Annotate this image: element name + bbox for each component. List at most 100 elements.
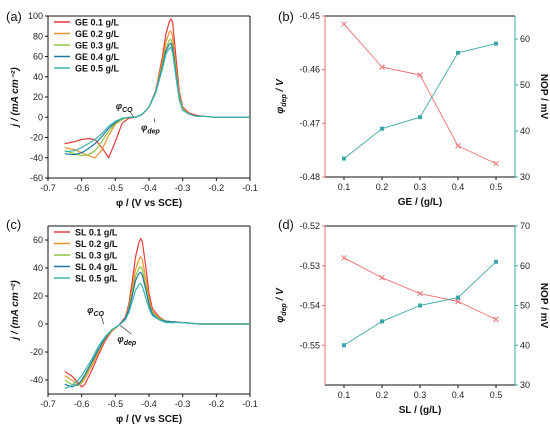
y-tick-label: -0.46	[299, 65, 320, 75]
panel-b: 0.1 0.2 0.3 0.4 0.5 -0.48 -0.47 -0.46 -0.45 GE / …	[275, 9, 549, 208]
panel-a: -0.7 -0.6 -0.5 -0.4 -0.3 -0.2 -0.1 -60 -40 -20 0 20…	[6, 9, 258, 209]
x-tick-label: -0.3	[175, 183, 191, 193]
series-line-left	[343, 257, 497, 320]
y-right-axis-label: NOP / mV	[538, 283, 549, 329]
data-point-x-marker	[341, 254, 347, 261]
x-tick-label: 0.4	[452, 182, 465, 192]
y-tick-label: -20	[30, 133, 43, 143]
series-line-ge-0-5-g-l	[64, 46, 250, 153]
data-point-square-marker	[380, 319, 384, 324]
y-right-tick-label: 50	[520, 301, 530, 311]
data-point-x-marker	[455, 143, 461, 149]
y-tick-label: -0.47	[299, 118, 320, 128]
data-point-square-marker	[456, 295, 460, 300]
legend-entry: GE 0.3 g/L	[75, 41, 120, 51]
x-tick-label: 0.5	[490, 182, 503, 192]
x-tick-label: -0.2	[209, 183, 225, 193]
legend-entry: SL 0.4 g/L	[75, 262, 118, 272]
y-tick-label: -0.52	[299, 221, 320, 231]
y-right-tick-label: 70	[520, 221, 530, 231]
y-tick-label: 0	[38, 112, 43, 122]
y-tick-label: 60	[33, 235, 43, 245]
y-tick-label: 0	[38, 319, 43, 329]
panel-label: (a)	[6, 9, 22, 24]
annotation-label: φCO	[87, 305, 104, 318]
panel-label: (c)	[6, 217, 21, 232]
panel-label: (d)	[278, 217, 294, 232]
y-tick-label: -40	[30, 153, 43, 163]
annotation-arrow	[100, 314, 104, 325]
y-axis-label: φdep / V	[275, 78, 288, 114]
y-axis-label: j / (mA cm⁻²)	[10, 280, 21, 342]
y-right-tick-label: 30	[520, 172, 530, 182]
data-point-square-marker	[418, 303, 422, 308]
x-axis-label: SL / (g/L)	[399, 405, 442, 416]
x-tick-label: -0.3	[175, 399, 191, 409]
x-tick-label: -0.4	[141, 399, 157, 409]
data-point-x-marker	[493, 160, 499, 167]
x-tick-label: 0.4	[452, 390, 465, 400]
annotation-label: φCO	[116, 101, 133, 114]
y-tick-label: -0.55	[299, 340, 320, 350]
y-right-tick-label: 50	[520, 80, 530, 90]
y-tick-label: -0.48	[299, 172, 320, 182]
x-tick-label: -0.6	[74, 399, 90, 409]
data-point-square-marker	[456, 50, 460, 55]
x-tick-label: 0.2	[376, 182, 389, 192]
annotation-arrow	[153, 118, 156, 123]
x-tick-label: -0.4	[141, 183, 157, 193]
y-axis-label: j / (mA cm⁻²)	[10, 67, 21, 129]
x-tick-label: -0.2	[209, 399, 225, 409]
y-tick-label: -0.54	[299, 301, 320, 311]
x-axis-label: GE / (g/L)	[398, 197, 442, 208]
data-point-x-marker	[417, 72, 423, 78]
data-point-square-marker	[494, 259, 498, 264]
legend-entry: GE 0.2 g/L	[75, 29, 120, 39]
x-tick-label: -0.5	[108, 183, 124, 193]
y-tick-label: 60	[33, 52, 43, 62]
series-line-sl-0-5-g-l	[64, 282, 250, 389]
y-tick-label: 20	[33, 92, 43, 102]
y-right-tick-label: 40	[520, 340, 530, 350]
x-tick-label: -0.5	[108, 399, 124, 409]
x-axis-label: φ / (V vs SCE)	[116, 198, 182, 209]
y-tick-label: 100	[28, 11, 43, 21]
y-tick-label: 40	[33, 263, 43, 273]
data-point-x-marker	[341, 21, 347, 27]
y-right-tick-label: 30	[520, 380, 530, 390]
x-tick-label: 0.3	[414, 182, 427, 192]
data-point-square-marker	[342, 156, 346, 161]
legend-entry: GE 0.1 g/L	[75, 18, 120, 28]
annotation-arrow	[129, 110, 135, 118]
legend-entry: SL 0.1 g/L	[75, 228, 118, 238]
data-point-square-marker	[494, 41, 498, 46]
x-tick-label: -0.7	[40, 183, 56, 193]
data-point-x-marker	[455, 298, 461, 305]
legend-entry: SL 0.3 g/L	[75, 251, 118, 261]
data-point-x-marker	[379, 64, 385, 70]
y-axis-label: φdep / V	[275, 287, 288, 323]
y-right-axis-label: NOP / mV	[538, 74, 549, 120]
x-tick-label: -0.6	[74, 183, 90, 193]
x-tick-label: -0.1	[242, 183, 258, 193]
x-axis-label: φ / (V vs SCE)	[116, 414, 182, 424]
data-point-x-marker	[493, 316, 499, 323]
y-tick-label: 40	[33, 72, 43, 82]
panel-d: 0.1 0.2 0.3 0.4 0.5 -0.55 -0.54 -0.53 -0.52 SL / …	[275, 217, 549, 416]
legend-entry: SL 0.5 g/L	[75, 274, 118, 284]
x-tick-label: 0.5	[490, 390, 503, 400]
data-point-square-marker	[342, 343, 346, 348]
annotation-arrow	[120, 325, 132, 335]
series-line-sl-0-4-g-l	[64, 271, 250, 388]
panel-c: -0.7 -0.6 -0.5 -0.4 -0.3 -0.2 -0.1 -40 -20 0 20 40 6…	[6, 217, 258, 424]
x-tick-label: -0.1	[242, 399, 258, 409]
y-tick-label: 80	[33, 31, 43, 41]
data-point-square-marker	[380, 126, 384, 131]
y-tick-label: -0.53	[299, 261, 320, 271]
annotation-label: φdep	[117, 334, 137, 347]
series-line-right	[343, 43, 497, 159]
x-tick-label: 0.3	[414, 390, 427, 400]
panel-label: (b)	[278, 9, 294, 24]
y-tick-label: -40	[30, 375, 43, 385]
